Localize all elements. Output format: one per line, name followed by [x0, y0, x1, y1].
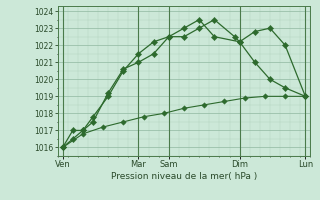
X-axis label: Pression niveau de la mer( hPa ): Pression niveau de la mer( hPa )	[111, 172, 257, 181]
